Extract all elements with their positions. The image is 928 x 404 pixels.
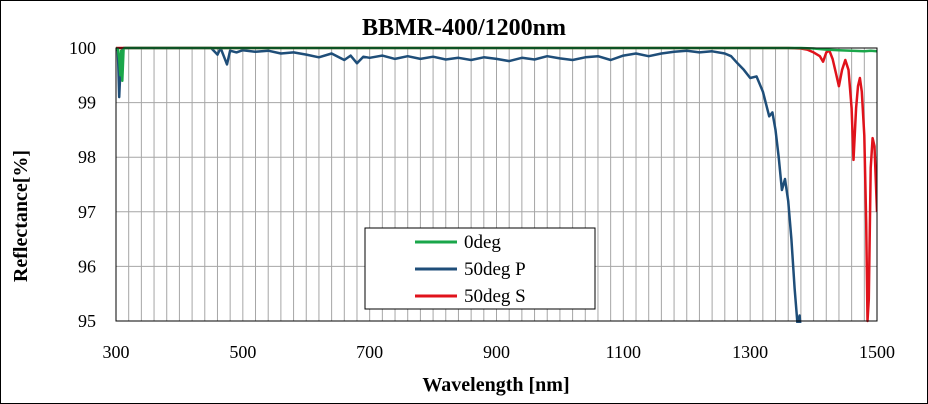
x-tick-label: 300 (103, 342, 130, 362)
x-tick-label: 500 (229, 342, 256, 362)
y-tick-label: 98 (78, 147, 96, 167)
x-tick-label: 900 (483, 342, 510, 362)
y-tick-label: 100 (69, 38, 96, 58)
x-tick-labels: 300 500 700 900 1100 1300 1500 (103, 342, 896, 362)
y-tick-label: 95 (78, 311, 96, 331)
x-tick-label: 1300 (732, 342, 768, 362)
y-tick-labels: 95 96 97 98 99 100 (69, 38, 96, 331)
chart-title: BBMR-400/1200nm (362, 15, 566, 41)
y-tick-label: 97 (78, 202, 96, 222)
y-tick-label: 96 (78, 256, 96, 276)
series-line-50deg-p (116, 46, 802, 323)
y-tick-label: 99 (78, 93, 96, 113)
legend-label-50deg-s: 50deg S (464, 286, 526, 307)
legend-box (364, 227, 596, 310)
legend-label-50deg-p: 50deg P (464, 259, 526, 280)
x-tick-label: 1100 (606, 342, 641, 362)
x-axis-label: Wavelength [nm] (422, 374, 569, 396)
legend-label-0deg: 0deg (464, 232, 501, 253)
legend: 0deg 50deg P 50deg S (364, 227, 596, 310)
y-axis-label: Reflectance[%] (10, 150, 32, 282)
plot-border (115, 47, 878, 322)
x-tick-label: 1500 (859, 342, 895, 362)
x-tick-label: 700 (356, 342, 383, 362)
